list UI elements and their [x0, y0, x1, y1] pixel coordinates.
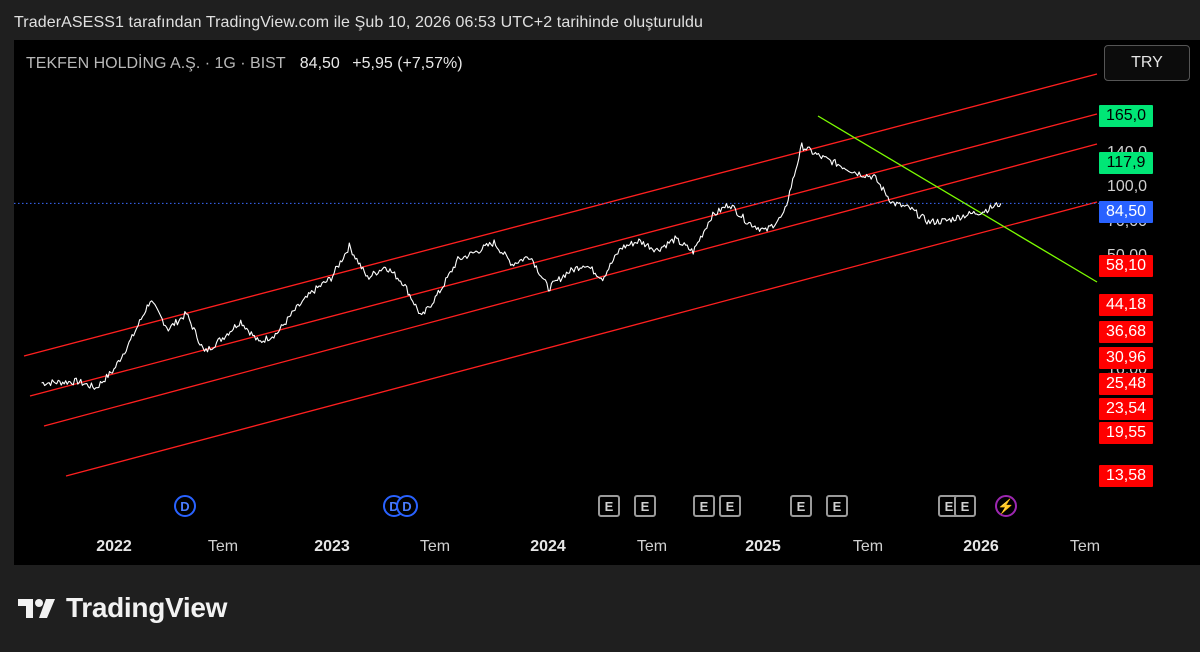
price-level-label: 165,0 [1099, 105, 1153, 127]
x-tick-label: 2023 [314, 538, 350, 555]
tradingview-logo-icon [18, 599, 55, 618]
x-tick-label: 2024 [530, 538, 566, 555]
symbol-name: TEKFEN HOLDİNG A.Ş. · 1G · BIST [26, 55, 286, 72]
x-tick-label: 2022 [96, 538, 132, 555]
x-tick-label: Tem [207, 538, 239, 555]
earnings-marker[interactable]: E [598, 495, 620, 517]
last-price: 84,50 [299, 55, 340, 72]
dividend-marker[interactable]: D [174, 495, 196, 517]
price-level-label: 84,50 [1099, 201, 1153, 223]
earnings-marker[interactable]: E [826, 495, 848, 517]
earnings-marker[interactable]: E [719, 495, 741, 517]
channel-line-1 [23, 73, 1098, 357]
x-tick-label: 2025 [745, 538, 781, 555]
lightning-icon[interactable]: ⚡ [995, 495, 1017, 517]
price-level-label: 36,68 [1099, 321, 1153, 343]
x-tick-label: 2026 [963, 538, 999, 555]
earnings-marker[interactable]: E [954, 495, 976, 517]
price-level-label: 19,55 [1099, 422, 1153, 444]
price-level-label: 58,10 [1099, 255, 1153, 277]
price-level-label: 13,58 [1099, 465, 1153, 487]
earnings-marker[interactable]: E [790, 495, 812, 517]
price-level-label: 25,48 [1099, 373, 1153, 395]
plot-area [14, 73, 1099, 477]
price-level-label: 44,18 [1099, 294, 1153, 316]
channel-line-3 [43, 143, 1098, 427]
channel-line-4 [65, 201, 1098, 477]
earnings-marker[interactable]: E [693, 495, 715, 517]
brand-name: TradingView [66, 592, 228, 623]
chart-panel[interactable]: TEKFEN HOLDİNG A.Ş. · 1G · BIST 84,50 +5… [14, 40, 1099, 565]
channel-line-2 [29, 113, 1098, 397]
x-tick-label: Tem [1069, 538, 1101, 555]
trendline [817, 115, 1098, 283]
earnings-marker[interactable]: E [634, 495, 656, 517]
price-level-label: 23,54 [1099, 398, 1153, 420]
y-tick-label: 100,0 [1107, 177, 1148, 195]
x-tick-label: Tem [852, 538, 884, 555]
currency-button[interactable]: TRY [1104, 45, 1190, 81]
footer: TradingView [18, 592, 227, 624]
symbol-info: TEKFEN HOLDİNG A.Ş. · 1G · BIST 84,50 +5… [26, 55, 463, 73]
x-tick-label: Tem [419, 538, 451, 555]
price-series-line [41, 142, 1002, 390]
price-level-label: 30,96 [1099, 347, 1153, 369]
x-tick-label: Tem [636, 538, 668, 555]
dividend-marker[interactable]: D [396, 495, 418, 517]
chart-attribution: TraderASESS1 tarafından TradingView.com … [14, 14, 703, 31]
price-change: +5,95 (+7,57%) [352, 55, 463, 72]
price-level-label: 117,9 [1099, 152, 1153, 174]
